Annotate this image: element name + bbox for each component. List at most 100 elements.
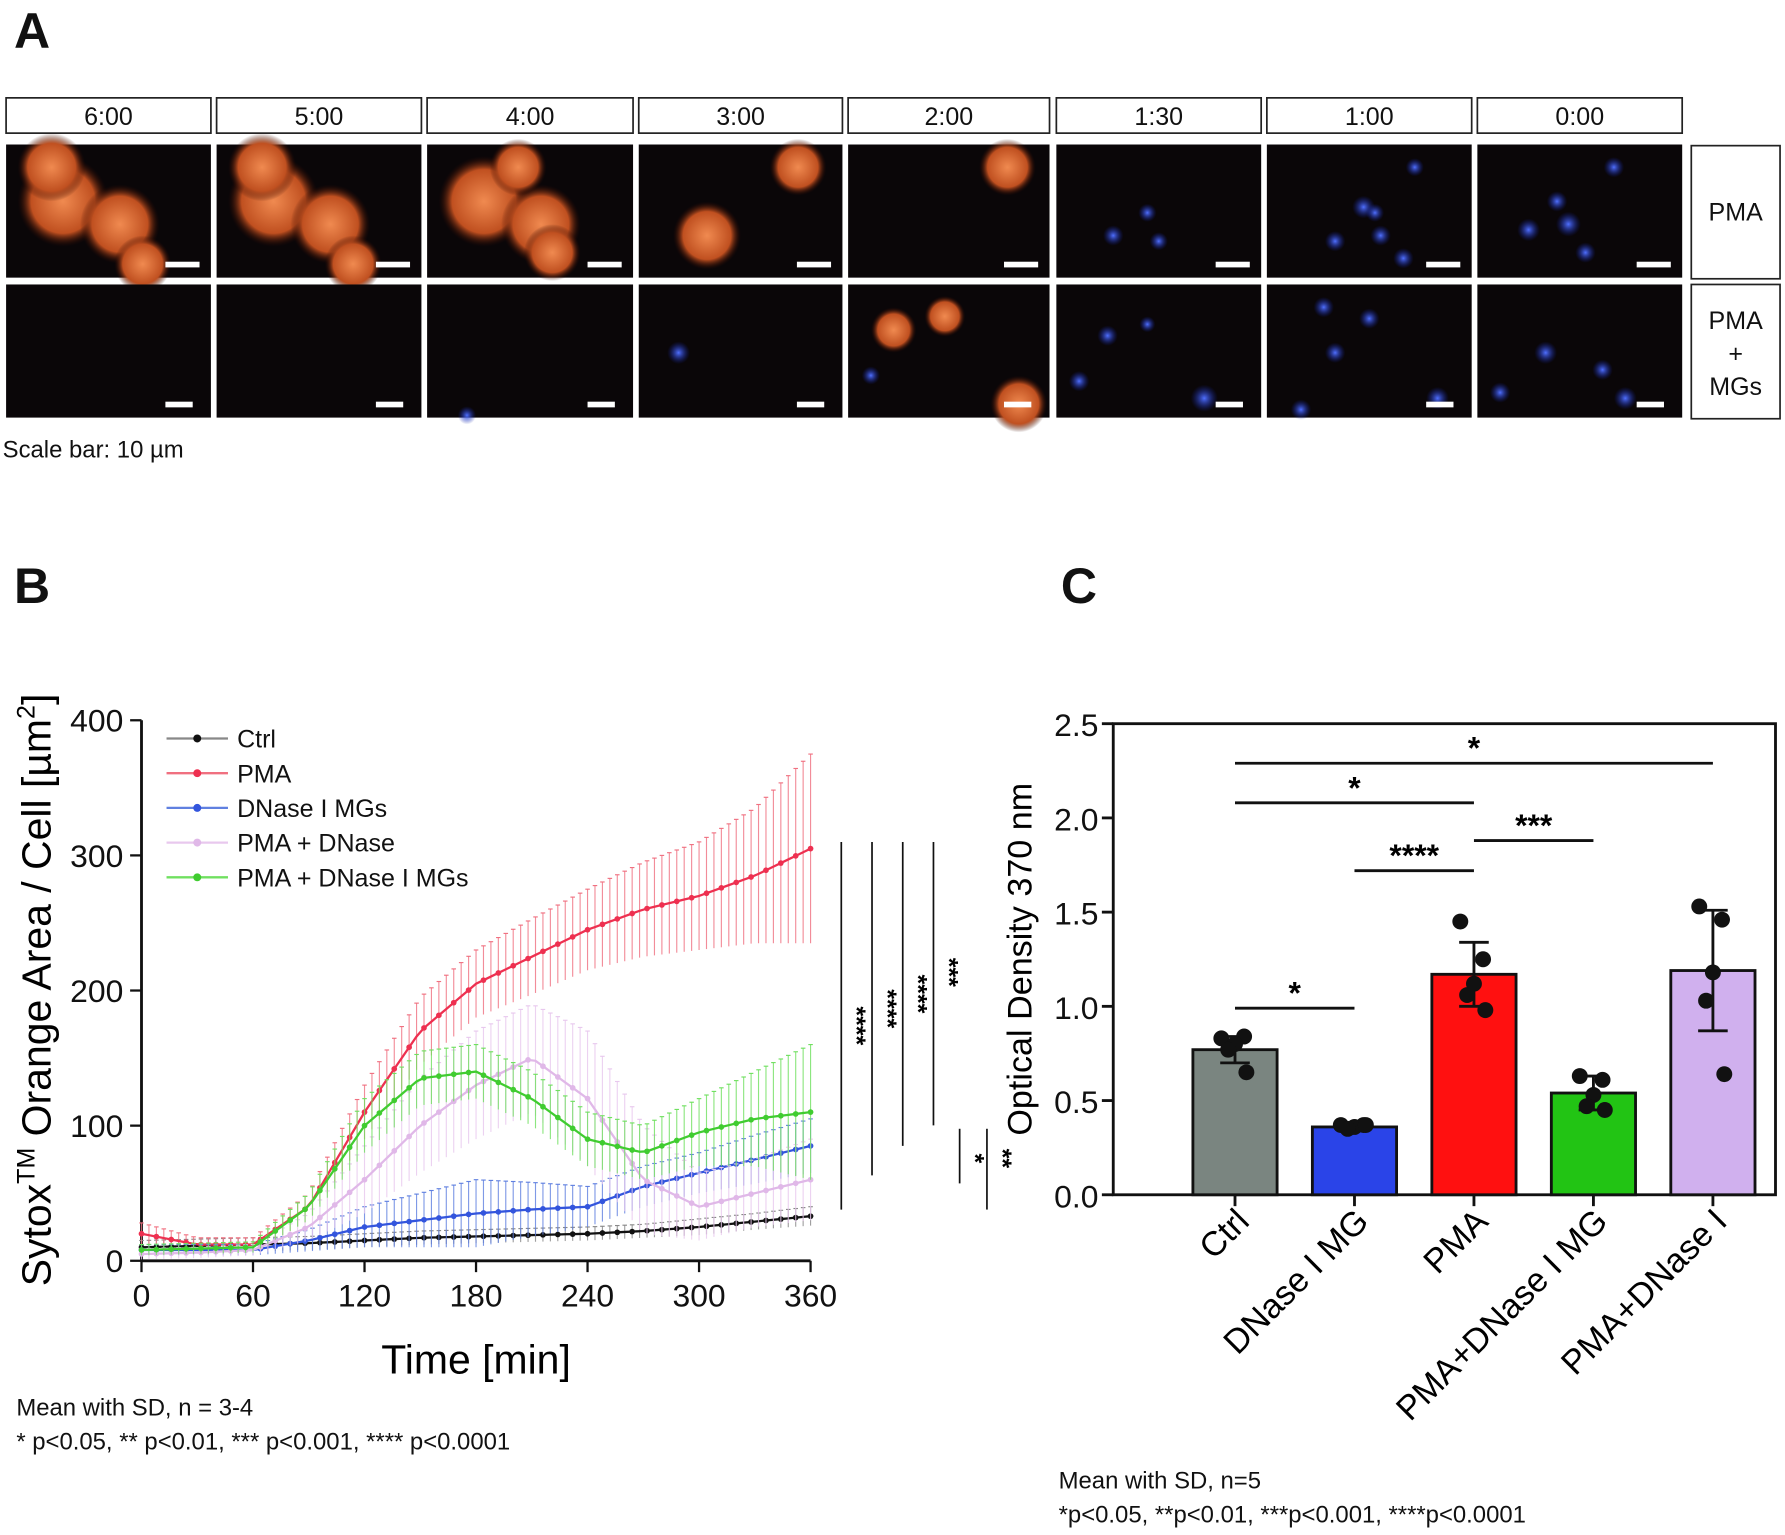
b-x-axis-label: Time [min] — [381, 1336, 571, 1382]
significance-stars: ** — [988, 1149, 1016, 1169]
blue-nucleus — [1534, 341, 1558, 365]
orange-cell — [489, 138, 547, 196]
data-point — [272, 1237, 279, 1244]
legend-label: PMA + DNase — [237, 830, 395, 858]
scale-bar — [587, 261, 622, 268]
data-point — [599, 1139, 606, 1146]
micrograph-r2-c6 — [1056, 284, 1262, 418]
blue-nucleus — [1592, 359, 1613, 381]
c-y-axis-label: Optical Density 370 nm — [1001, 783, 1039, 1136]
blue-nucleus — [1324, 230, 1346, 252]
time-header-label: 1:00 — [1345, 103, 1394, 131]
data-point — [792, 853, 799, 859]
data-point — [331, 1202, 338, 1208]
micrograph-r1-c4 — [638, 138, 843, 278]
b-x-tick-label: 300 — [672, 1277, 725, 1313]
data-point — [644, 1178, 650, 1185]
comparison-stars: *** — [1515, 807, 1553, 843]
orange-cell — [523, 224, 581, 282]
data-point — [599, 1198, 606, 1205]
data-point — [703, 890, 710, 897]
data-point — [792, 1111, 799, 1117]
data-point — [495, 1079, 502, 1086]
data-point — [391, 1066, 398, 1072]
b-y-tick-label: 100 — [70, 1108, 123, 1144]
data-point — [807, 1109, 814, 1115]
data-point — [361, 1224, 368, 1230]
bar-group-pma — [1430, 913, 1518, 1197]
image-background — [6, 284, 211, 418]
scale-bar — [375, 401, 404, 408]
bar-group-pma-dnase-i — [1669, 898, 1757, 1197]
b-x-tick-label: 240 — [561, 1277, 614, 1313]
legend-swatch-marker — [193, 769, 202, 778]
scale-bar — [1426, 261, 1461, 268]
data-point — [688, 1200, 695, 1206]
blue-nucleus — [1313, 296, 1334, 318]
time-header-label: 3:00 — [716, 103, 765, 131]
c-x-tick-label: PMA — [1416, 1202, 1495, 1281]
data-point — [1238, 1064, 1255, 1081]
scale-bar — [1004, 401, 1032, 408]
data-point — [748, 874, 754, 880]
blue-nucleus — [1517, 218, 1540, 242]
data-point — [703, 1127, 710, 1134]
micrograph-r2-c2 — [216, 284, 422, 418]
data-point — [688, 1132, 695, 1138]
data-point — [302, 1225, 308, 1232]
data-point — [554, 1074, 561, 1080]
b-note-1: Mean with SD, n = 3-4 — [16, 1395, 253, 1422]
b-x-tick-label: 120 — [338, 1277, 391, 1313]
data-point — [1691, 898, 1708, 915]
time-header-label: 4:00 — [506, 103, 555, 131]
data-point — [599, 1230, 606, 1236]
data-point — [421, 1216, 427, 1223]
scale-bar — [1426, 401, 1454, 408]
orange-cell — [870, 307, 917, 353]
scale-bar — [1636, 261, 1671, 268]
orange-cell — [769, 138, 827, 196]
time-header-box — [637, 97, 844, 134]
data-point — [391, 1148, 398, 1154]
data-point — [331, 1166, 338, 1172]
b-x-tick-label: 180 — [449, 1277, 502, 1313]
data-point — [242, 1244, 249, 1251]
data-point — [659, 902, 665, 908]
data-point — [569, 1125, 576, 1132]
row-label-box — [1690, 283, 1781, 420]
data-point — [554, 1114, 561, 1121]
b-y-tick-label: 300 — [70, 838, 123, 874]
time-header-box — [847, 97, 1051, 134]
data-point — [480, 977, 487, 984]
data-point — [346, 1189, 353, 1196]
data-point — [673, 898, 680, 905]
data-point — [1571, 1068, 1588, 1085]
data-point — [525, 955, 531, 962]
data-point — [569, 934, 576, 940]
data-point — [361, 1122, 368, 1129]
data-point — [718, 1198, 725, 1205]
orange-cell — [978, 138, 1036, 196]
data-point — [763, 867, 769, 874]
scale-bar — [1636, 401, 1664, 408]
bar-group-dnase-i-mg — [1310, 1117, 1399, 1197]
data-point — [376, 1162, 383, 1169]
data-point — [777, 1184, 784, 1190]
data-point — [153, 1246, 160, 1253]
series-line — [141, 1070, 811, 1252]
scale-bar — [1215, 401, 1243, 408]
data-point — [659, 1185, 665, 1192]
micrograph-r1-c3 — [427, 138, 634, 282]
blue-nucleus — [1138, 203, 1157, 222]
data-point — [450, 1213, 457, 1220]
time-header-box — [1266, 97, 1473, 134]
data-point — [436, 1215, 442, 1221]
blue-nucleus — [1324, 342, 1346, 363]
bar-group-ctrl — [1191, 1028, 1279, 1197]
significance-stars: * — [960, 1153, 988, 1163]
data-point — [227, 1244, 234, 1251]
b-note-2: * p<0.05, ** p<0.01, *** p<0.001, **** p… — [16, 1429, 510, 1456]
data-point — [673, 1137, 680, 1144]
image-background — [1056, 284, 1262, 418]
data-point — [153, 1233, 160, 1240]
